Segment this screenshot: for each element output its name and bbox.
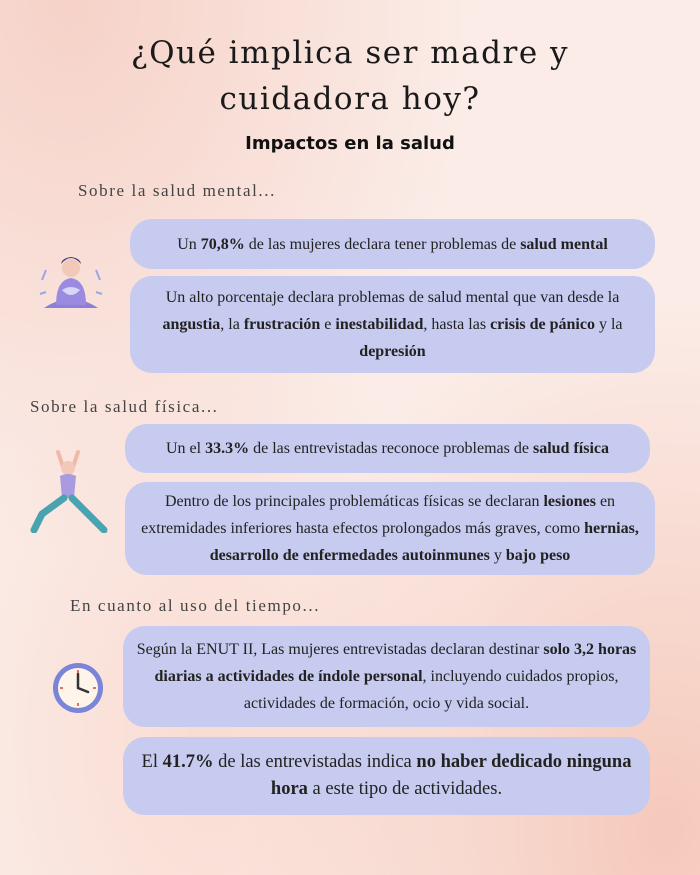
text: y la: [594, 316, 623, 333]
clock-icon: [53, 663, 103, 713]
subtitle: Impactos en la salud: [245, 133, 455, 154]
info-card: Dentro de los principales problemáticas …: [125, 482, 655, 575]
text: y: [489, 547, 506, 564]
bold-text: inestabilidad: [335, 316, 424, 333]
text: Un alto porcentaje declara problemas de …: [165, 289, 620, 306]
bold-text: frustración: [243, 316, 321, 333]
physical-health-icon: [30, 450, 108, 533]
info-card: Un el 33.3% de las entrevistadas reconoc…: [125, 424, 650, 473]
bold-text: bajo peso: [505, 547, 571, 564]
bold-text: hernias, desarrollo de enfermedades auto…: [209, 520, 639, 564]
bold-text: angustia: [162, 316, 221, 333]
bold-text: salud física: [532, 440, 609, 457]
bold-text: 33.3%: [205, 440, 250, 457]
info-card: Según la ENUT II, Las mujeres entrevista…: [123, 626, 650, 727]
info-card: El 41.7% de las entrevistadas indica no …: [123, 737, 650, 815]
bold-text: 41.7%: [162, 752, 214, 772]
card-text: Un 70,8% de las mujeres declara tener pr…: [177, 231, 608, 258]
info-card: Un alto porcentaje declara problemas de …: [130, 276, 655, 373]
text: Un el: [165, 440, 206, 457]
section-heading: Sobre la salud mental...: [78, 181, 276, 200]
text: , incluyendo cuidados propios, actividad…: [243, 668, 619, 712]
info-card: Un 70,8% de las mujeres declara tener pr…: [130, 219, 655, 269]
bold-text: depresión: [359, 343, 426, 360]
text: en extremidades inferiores hasta efectos…: [141, 493, 616, 537]
bold-text: no haber dedicado ninguna hora: [270, 752, 632, 799]
text: e: [320, 316, 336, 333]
card-text: El 41.7% de las entrevistadas indica no …: [135, 749, 638, 803]
text: Dentro de los principales problemáticas …: [164, 493, 544, 510]
text: Según la ENUT II, Las mujeres entrevista…: [136, 641, 544, 658]
card-text: Según la ENUT II, Las mujeres entrevista…: [135, 636, 638, 717]
bold-text: 70,8%: [200, 235, 245, 253]
text: a este tipo de actividades.: [307, 779, 503, 799]
text: El: [141, 752, 163, 772]
card-text: Dentro de los principales problemáticas …: [137, 488, 643, 569]
card-text: Un alto porcentaje declara problemas de …: [142, 284, 643, 365]
title: ¿Qué implica ser madre y cuidadora hoy?: [130, 35, 570, 117]
text: de las mujeres declara tener problemas d…: [244, 235, 521, 253]
bold-text: solo 3,2 horas diarias a actividades de …: [154, 641, 637, 685]
section-heading: Sobre la salud física...: [30, 397, 219, 416]
bold-text: salud mental: [520, 235, 608, 253]
card-text: Un el 33.3% de las entrevistadas reconoc…: [166, 435, 609, 462]
text: , hasta las: [423, 316, 491, 333]
bold-text: crisis de pánico: [490, 316, 595, 333]
text: , la: [220, 316, 244, 333]
text: Un: [177, 235, 201, 253]
text: de las entrevistadas reconoce problemas …: [249, 440, 533, 457]
mental-health-icon: [39, 257, 103, 308]
text: de las entrevistadas indica: [213, 752, 417, 772]
section-heading: En cuanto al uso del tiempo...: [70, 596, 321, 615]
bold-text: lesiones: [543, 493, 596, 510]
